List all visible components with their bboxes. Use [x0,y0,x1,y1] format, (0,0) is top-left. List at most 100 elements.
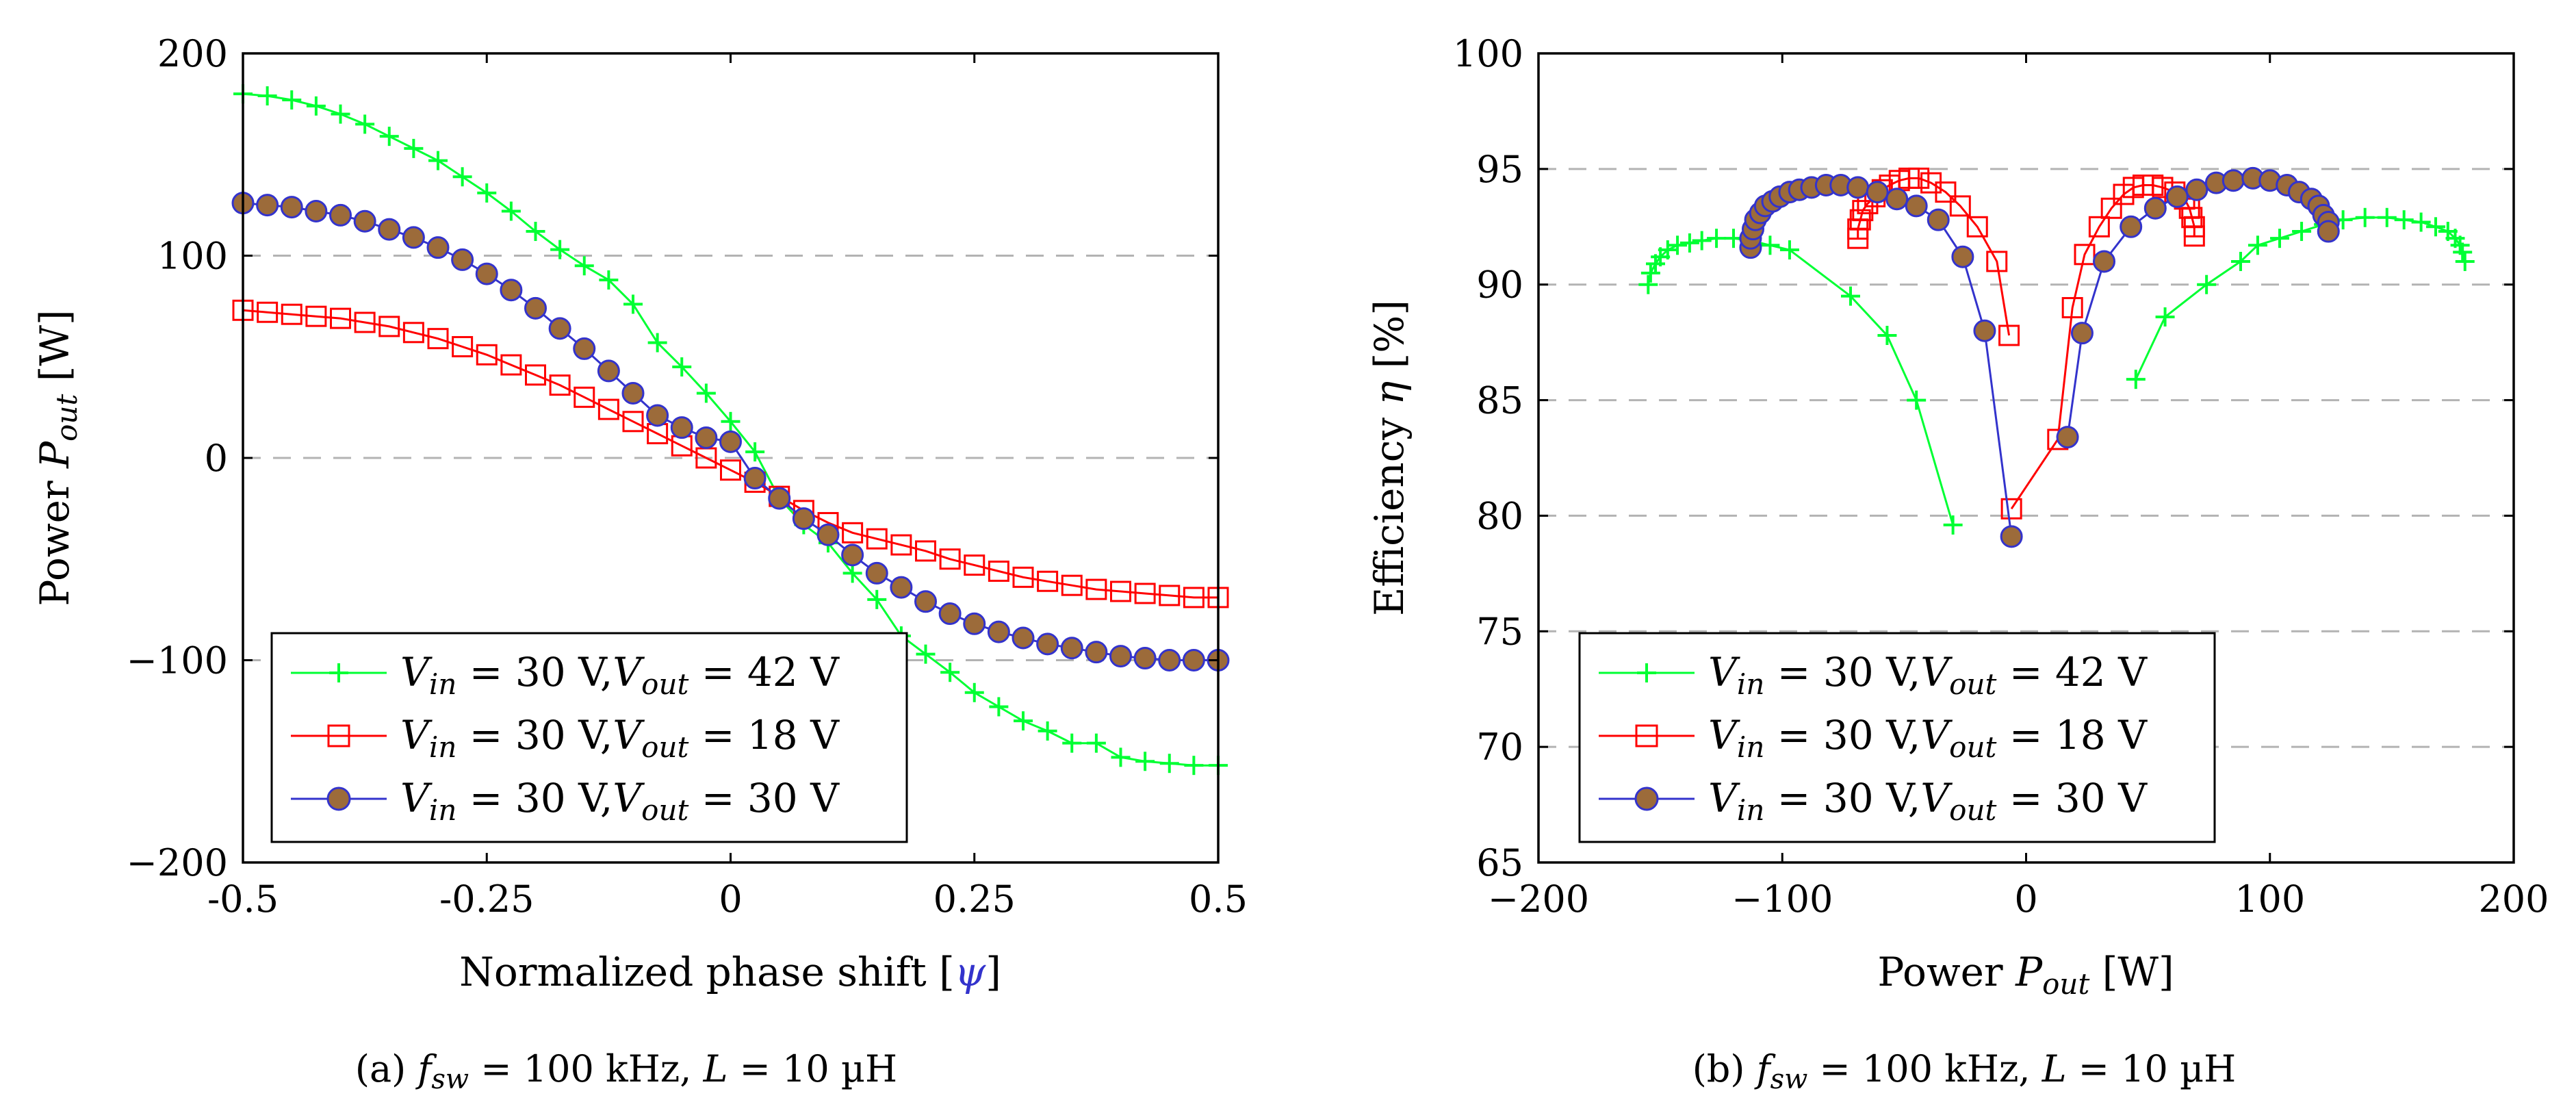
data-point-0-2-0-16 [621,381,645,405]
data-point-0-2-0-36 [1109,645,1132,668]
data-point-1-1-0-12 [1935,181,1957,203]
data-point-0-0-0-1 [257,86,277,106]
chart-b-caption: (b) fsw = 100 kHz, L = 10 µH [1692,1047,2237,1095]
y-tick-label-0-2: 0 [205,437,228,480]
data-point-0-2-0-27 [890,576,913,599]
data-point-0-2-0-1 [256,194,279,217]
data-point-0-2-0-30 [963,612,986,635]
data-point-1-0-1-6 [2292,222,2312,242]
x-tick-label-1-4: 200 [2478,878,2549,921]
data-point-0-0-0-36 [1111,747,1131,767]
data-point-1-2-0-18 [1951,245,1974,268]
data-point-1-0-1-13 [2426,217,2445,237]
data-point-0-2-0-21 [743,467,767,490]
data-point-0-1-0-37 [1134,583,1156,604]
data-point-1-0-1-10 [2377,207,2397,227]
data-point-0-1-0-10 [476,344,498,366]
data-point-1-0-0-14 [1877,326,1897,346]
series-1-2 [1739,166,2340,548]
x-tick-label-0-1: -0.25 [439,878,534,921]
data-point-0-2-0-24 [816,523,840,546]
data-point-0-2-0-14 [573,337,596,360]
data-point-1-0-1-9 [2355,207,2375,227]
data-point-1-1-1-2 [2061,296,2083,318]
data-point-1-1-1-3 [2074,244,2096,266]
chart-b-legend-entry-18v: Vin = 30 V,Vout = 18 V [1599,712,2148,764]
data-point-1-2-1-5 [2165,185,2189,208]
data-point-0-0-0-15 [599,270,619,290]
chart-a-y-axis-label: Power Pout [W] [31,309,83,606]
data-point-0-2-0-26 [865,561,888,585]
x-tick-label-0-0: -0.5 [207,878,279,921]
data-point-1-2-1-6 [2185,178,2208,201]
data-point-1-2-1-2 [2093,250,2115,273]
data-point-1-2-1-0 [2056,426,2079,449]
data-point-1-0-0-13 [1841,286,1860,306]
data-point-0-1-0-35 [1085,578,1107,600]
chart-b-efficiency: −200 −100 0 100 200 100 95 90 85 80 75 70 65 Power P… [1366,32,2549,1095]
y-tick-label-0-3: −100 [127,639,228,682]
y-tick-label-1-3: 85 [1476,379,1523,422]
data-point-0-0-0-32 [1014,711,1033,731]
data-point-1-1-0-10 [1908,167,1930,189]
data-point-1-1-1-4 [2088,216,2110,238]
data-point-1-2-0-15 [1885,188,1909,211]
data-point-0-0-0-4 [331,104,350,124]
chart-a-legend-label-30v: Vin = 30 V,Vout = 30 V [400,775,840,827]
data-point-0-2-0-2 [280,196,303,219]
chart-b-legend-label-42v: Vin = 30 V,Vout = 42 V [1708,649,2148,701]
data-point-0-2-0-37 [1133,647,1157,670]
x-tick-label-1-3: 100 [2234,878,2305,921]
data-point-1-2-1-3 [2120,215,2143,238]
data-point-0-2-0-34 [1060,637,1083,660]
chart-a-legend-entry-30v: Vin = 30 V,Vout = 30 V [291,775,840,827]
data-point-0-2-0-11 [500,279,523,302]
data-point-1-0-0-12 [1779,240,1799,260]
data-point-1-2-1-4 [2143,196,2167,220]
chart-b-series [1638,166,2475,548]
data-point-0-0-0-9 [452,167,472,187]
data-point-0-1-0-27 [890,534,912,556]
data-point-1-0-0-4 [1658,240,1677,260]
series-1-1 [1847,167,2205,520]
chart-a-legend-label-42v: Vin = 30 V,Vout = 42 V [400,649,840,701]
chart-b-legend-label-18v: Vin = 30 V,Vout = 18 V [1708,712,2148,764]
data-point-0-2-0-22 [768,487,791,510]
data-point-0-2-0-35 [1085,641,1108,664]
data-point-1-0-1-17 [2453,242,2473,262]
chart-b-legend-entry-42v: Vin = 30 V,Vout = 42 V [1599,649,2148,701]
data-point-0-0-0-17 [647,333,667,353]
data-point-0-2-0-23 [792,507,815,530]
data-point-0-1-0-13 [549,374,571,396]
chart-b-ticks: −200 −100 0 100 200 100 95 90 85 80 75 70 65 [1453,32,2549,921]
data-point-0-1-0-31 [988,560,1009,582]
data-point-1-2-0-19 [1973,319,1996,342]
data-point-0-0-0-10 [477,183,497,203]
y-tick-label-1-7: 65 [1476,841,1523,884]
legend-square-icon [327,724,350,747]
y-tick-label-1-0: 100 [1453,32,1523,75]
chart-a-caption: (a) fsw = 100 kHz, L = 10 µH [355,1047,897,1095]
data-point-0-1-0-8 [427,328,449,350]
data-point-0-2-0-20 [719,430,742,453]
data-point-0-0-0-34 [1062,733,1082,753]
data-point-0-0-0-20 [721,411,740,431]
data-point-1-0-1-11 [2394,210,2414,230]
data-point-0-2-0-12 [524,296,547,320]
data-point-1-1-1-0 [2000,498,2022,520]
chart-b-legend-box [1578,632,2216,843]
data-point-1-2-1-17 [2317,220,2340,243]
data-point-1-0-1-18 [2455,251,2475,271]
data-point-0-0-0-11 [501,201,521,221]
data-point-1-0-1-5 [2270,229,2289,248]
series-0-2 [231,192,1230,671]
data-point-0-2-0-25 [841,543,864,567]
data-point-0-2-0-5 [353,209,376,233]
data-point-1-0-0-1 [1640,263,1660,283]
data-point-0-0-0-38 [1159,754,1179,773]
x-tick-label-0-4: 0.5 [1189,878,1248,921]
data-point-0-0-0-31 [989,697,1009,717]
chart-a-legend-entry-18v: Vin = 30 V,Vout = 18 V [291,712,840,764]
data-point-1-1-0-16 [1998,324,2020,346]
data-point-0-2-0-13 [548,317,571,340]
